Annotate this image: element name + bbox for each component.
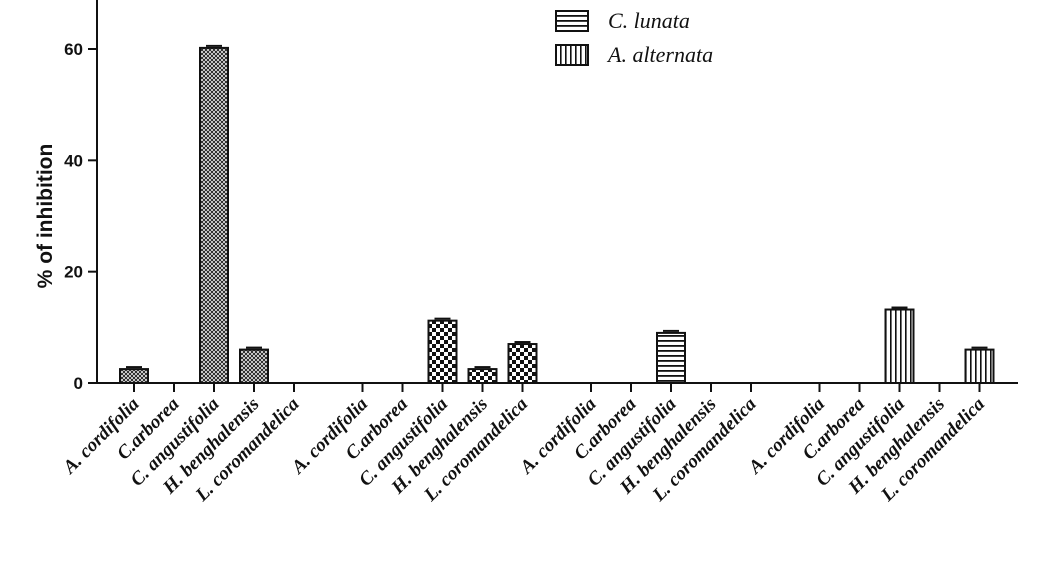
axes: 0 20 40 60 % of inhibition [34, 0, 1018, 393]
legend: C. lunata A. alternata [555, 8, 713, 67]
legend-label: A. alternata [606, 42, 713, 67]
y-tick-label: 0 [74, 374, 83, 393]
y-tick-label: 60 [64, 40, 83, 59]
y-tick-label: 20 [64, 263, 83, 282]
y-tick-label: 40 [64, 151, 83, 170]
legend-swatch [555, 44, 589, 66]
legend-label: C. lunata [608, 8, 690, 33]
bar [199, 46, 229, 385]
bar [884, 308, 915, 384]
legend-swatch [555, 10, 589, 32]
bar [964, 348, 995, 385]
bar [507, 343, 538, 384]
bar [119, 368, 149, 385]
bar [239, 348, 269, 385]
bars [119, 44, 995, 385]
bar [467, 368, 498, 385]
bar [656, 331, 686, 384]
bar [427, 319, 458, 384]
y-axis-label: % of inhibition [34, 144, 57, 289]
